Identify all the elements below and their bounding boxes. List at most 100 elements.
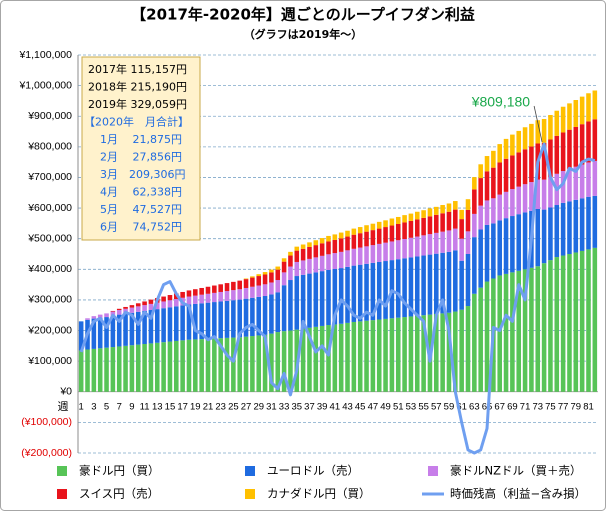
bar-segment <box>434 314 439 392</box>
y-tick-label: ¥200,000 <box>27 324 72 336</box>
bar-segment <box>364 231 369 247</box>
bar-segment <box>573 252 579 392</box>
bar-segment <box>110 310 116 312</box>
bar-segment <box>497 162 502 195</box>
bar-segment <box>85 318 90 320</box>
bar-segment <box>567 201 572 254</box>
bar-segment <box>351 265 357 322</box>
bar-segment <box>231 290 236 301</box>
bar-segment <box>586 162 591 197</box>
bar-segment <box>288 266 293 281</box>
bar-segment <box>351 234 357 249</box>
bar-segment <box>414 211 420 220</box>
bar-segment <box>212 292 217 303</box>
bar-segment <box>484 171 490 201</box>
bar-segment <box>256 274 262 277</box>
bar-segment <box>281 285 287 332</box>
bar-segment <box>554 135 560 174</box>
bar-segment <box>338 323 344 392</box>
bar-segment <box>357 321 363 392</box>
bar-segment <box>357 247 363 265</box>
bar-segment <box>256 276 262 286</box>
bar-segment <box>167 295 173 301</box>
bar-segment <box>174 306 179 341</box>
info-line: 4月 62,338円 <box>100 186 182 199</box>
bar-segment <box>231 337 236 392</box>
bar-segment <box>592 90 598 120</box>
bar-segment <box>326 269 331 326</box>
bar-segment <box>421 255 426 316</box>
x-tick-label: 35 <box>291 402 302 413</box>
bar-segment <box>256 296 262 336</box>
bar-segment <box>510 189 515 217</box>
bar-segment <box>104 347 109 392</box>
bar-segment <box>205 286 211 294</box>
bar-segment <box>472 213 477 238</box>
bar-segment <box>123 306 128 309</box>
bar-segment <box>529 267 534 392</box>
bar-segment <box>478 178 483 206</box>
bar-segment <box>376 261 382 320</box>
bar-segment <box>275 332 281 392</box>
x-tick-label: 11 <box>140 402 150 413</box>
bar-segment <box>231 281 236 291</box>
info-line: 3月 209,306円 <box>100 168 186 181</box>
bar-segment <box>592 195 598 248</box>
bar-segment <box>446 251 452 313</box>
info-line: 2018年 215,190円 <box>88 80 187 94</box>
bar-segment <box>262 284 268 296</box>
bar-segment <box>357 233 363 248</box>
x-tick-label: 33 <box>279 402 290 413</box>
bar-segment <box>135 344 141 392</box>
bar-segment <box>503 191 509 219</box>
bar-segment <box>402 222 407 239</box>
bar-segment <box>484 200 490 225</box>
bar-segment <box>319 243 325 256</box>
bar-segment <box>529 123 534 147</box>
bar-segment <box>434 214 439 233</box>
bar-segment <box>345 236 350 251</box>
bar-segment <box>78 321 84 351</box>
bar-segment <box>218 291 223 302</box>
bar-segment <box>465 231 471 254</box>
bar-segment <box>167 307 173 342</box>
bar-segment <box>193 339 198 392</box>
bar-segment <box>516 270 522 392</box>
bar-segment <box>478 229 483 288</box>
bar-segment <box>148 299 154 304</box>
line-series <box>79 142 596 455</box>
bar-segment <box>199 294 204 304</box>
bar-segment <box>478 287 483 392</box>
bar-segment <box>491 198 496 224</box>
bar-segment <box>459 309 464 392</box>
bar-segment <box>294 250 300 262</box>
bar-segment <box>554 205 560 258</box>
x-tick-label: 49 <box>380 402 391 413</box>
bar-segment <box>332 269 338 325</box>
bar-segment <box>218 338 223 392</box>
bar-segment <box>522 184 528 213</box>
bar-segment <box>231 300 236 338</box>
bar-segment <box>319 325 325 392</box>
bar-segment <box>326 241 331 255</box>
legend-swatch <box>428 466 438 476</box>
bar-segment <box>579 198 585 251</box>
bar-segment <box>135 306 141 312</box>
bar-segment <box>497 194 502 221</box>
bar-segment <box>193 303 198 340</box>
bar-segment <box>212 338 217 392</box>
bar-segment <box>503 158 509 192</box>
bar-segment <box>459 238 464 261</box>
bar-segment <box>294 246 300 251</box>
bar-segment <box>402 258 407 318</box>
bar-segment <box>465 306 471 392</box>
bar-segment <box>586 196 591 250</box>
x-tick-label: 67 <box>494 402 505 413</box>
x-tick-label: 41 <box>330 402 341 413</box>
x-tick-label: 55 <box>418 402 429 413</box>
bar-segment <box>541 142 547 180</box>
bar-segment <box>123 313 128 346</box>
bar-segment <box>148 303 154 311</box>
x-tick-label: 29 <box>253 402 264 413</box>
bar-segment <box>548 207 553 261</box>
